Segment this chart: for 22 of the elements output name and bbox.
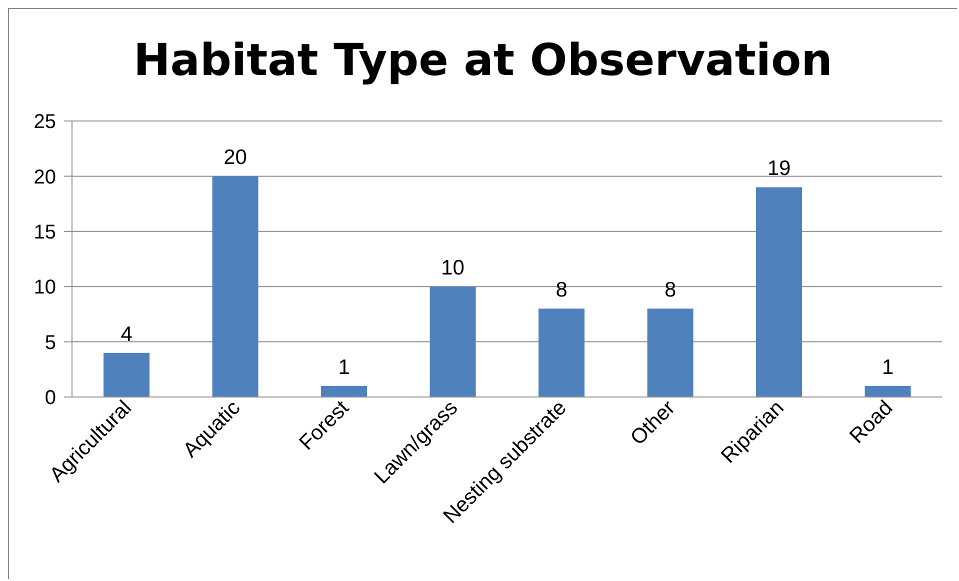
y-tick-label: 10 xyxy=(34,276,56,299)
data-label: 8 xyxy=(664,278,676,302)
data-label: 19 xyxy=(767,157,791,180)
data-label: 1 xyxy=(338,356,350,379)
y-tick-label: 5 xyxy=(44,332,56,354)
y-tick-label: 25 xyxy=(34,111,56,134)
bar xyxy=(538,308,585,397)
bar xyxy=(212,176,258,397)
data-label: 1 xyxy=(882,356,894,379)
bar xyxy=(756,187,802,397)
data-label: 8 xyxy=(556,278,568,302)
y-tick-label: 15 xyxy=(34,222,56,244)
chart-title: Habitat Type at Observation xyxy=(132,34,834,88)
bar xyxy=(104,352,150,397)
bar xyxy=(430,286,476,397)
bar xyxy=(321,386,368,397)
bar xyxy=(647,308,694,397)
y-tick-label: 20 xyxy=(34,166,56,188)
data-label: 10 xyxy=(441,256,464,280)
data-label: 20 xyxy=(224,146,247,170)
bar xyxy=(864,386,911,397)
data-label: 4 xyxy=(120,322,133,346)
